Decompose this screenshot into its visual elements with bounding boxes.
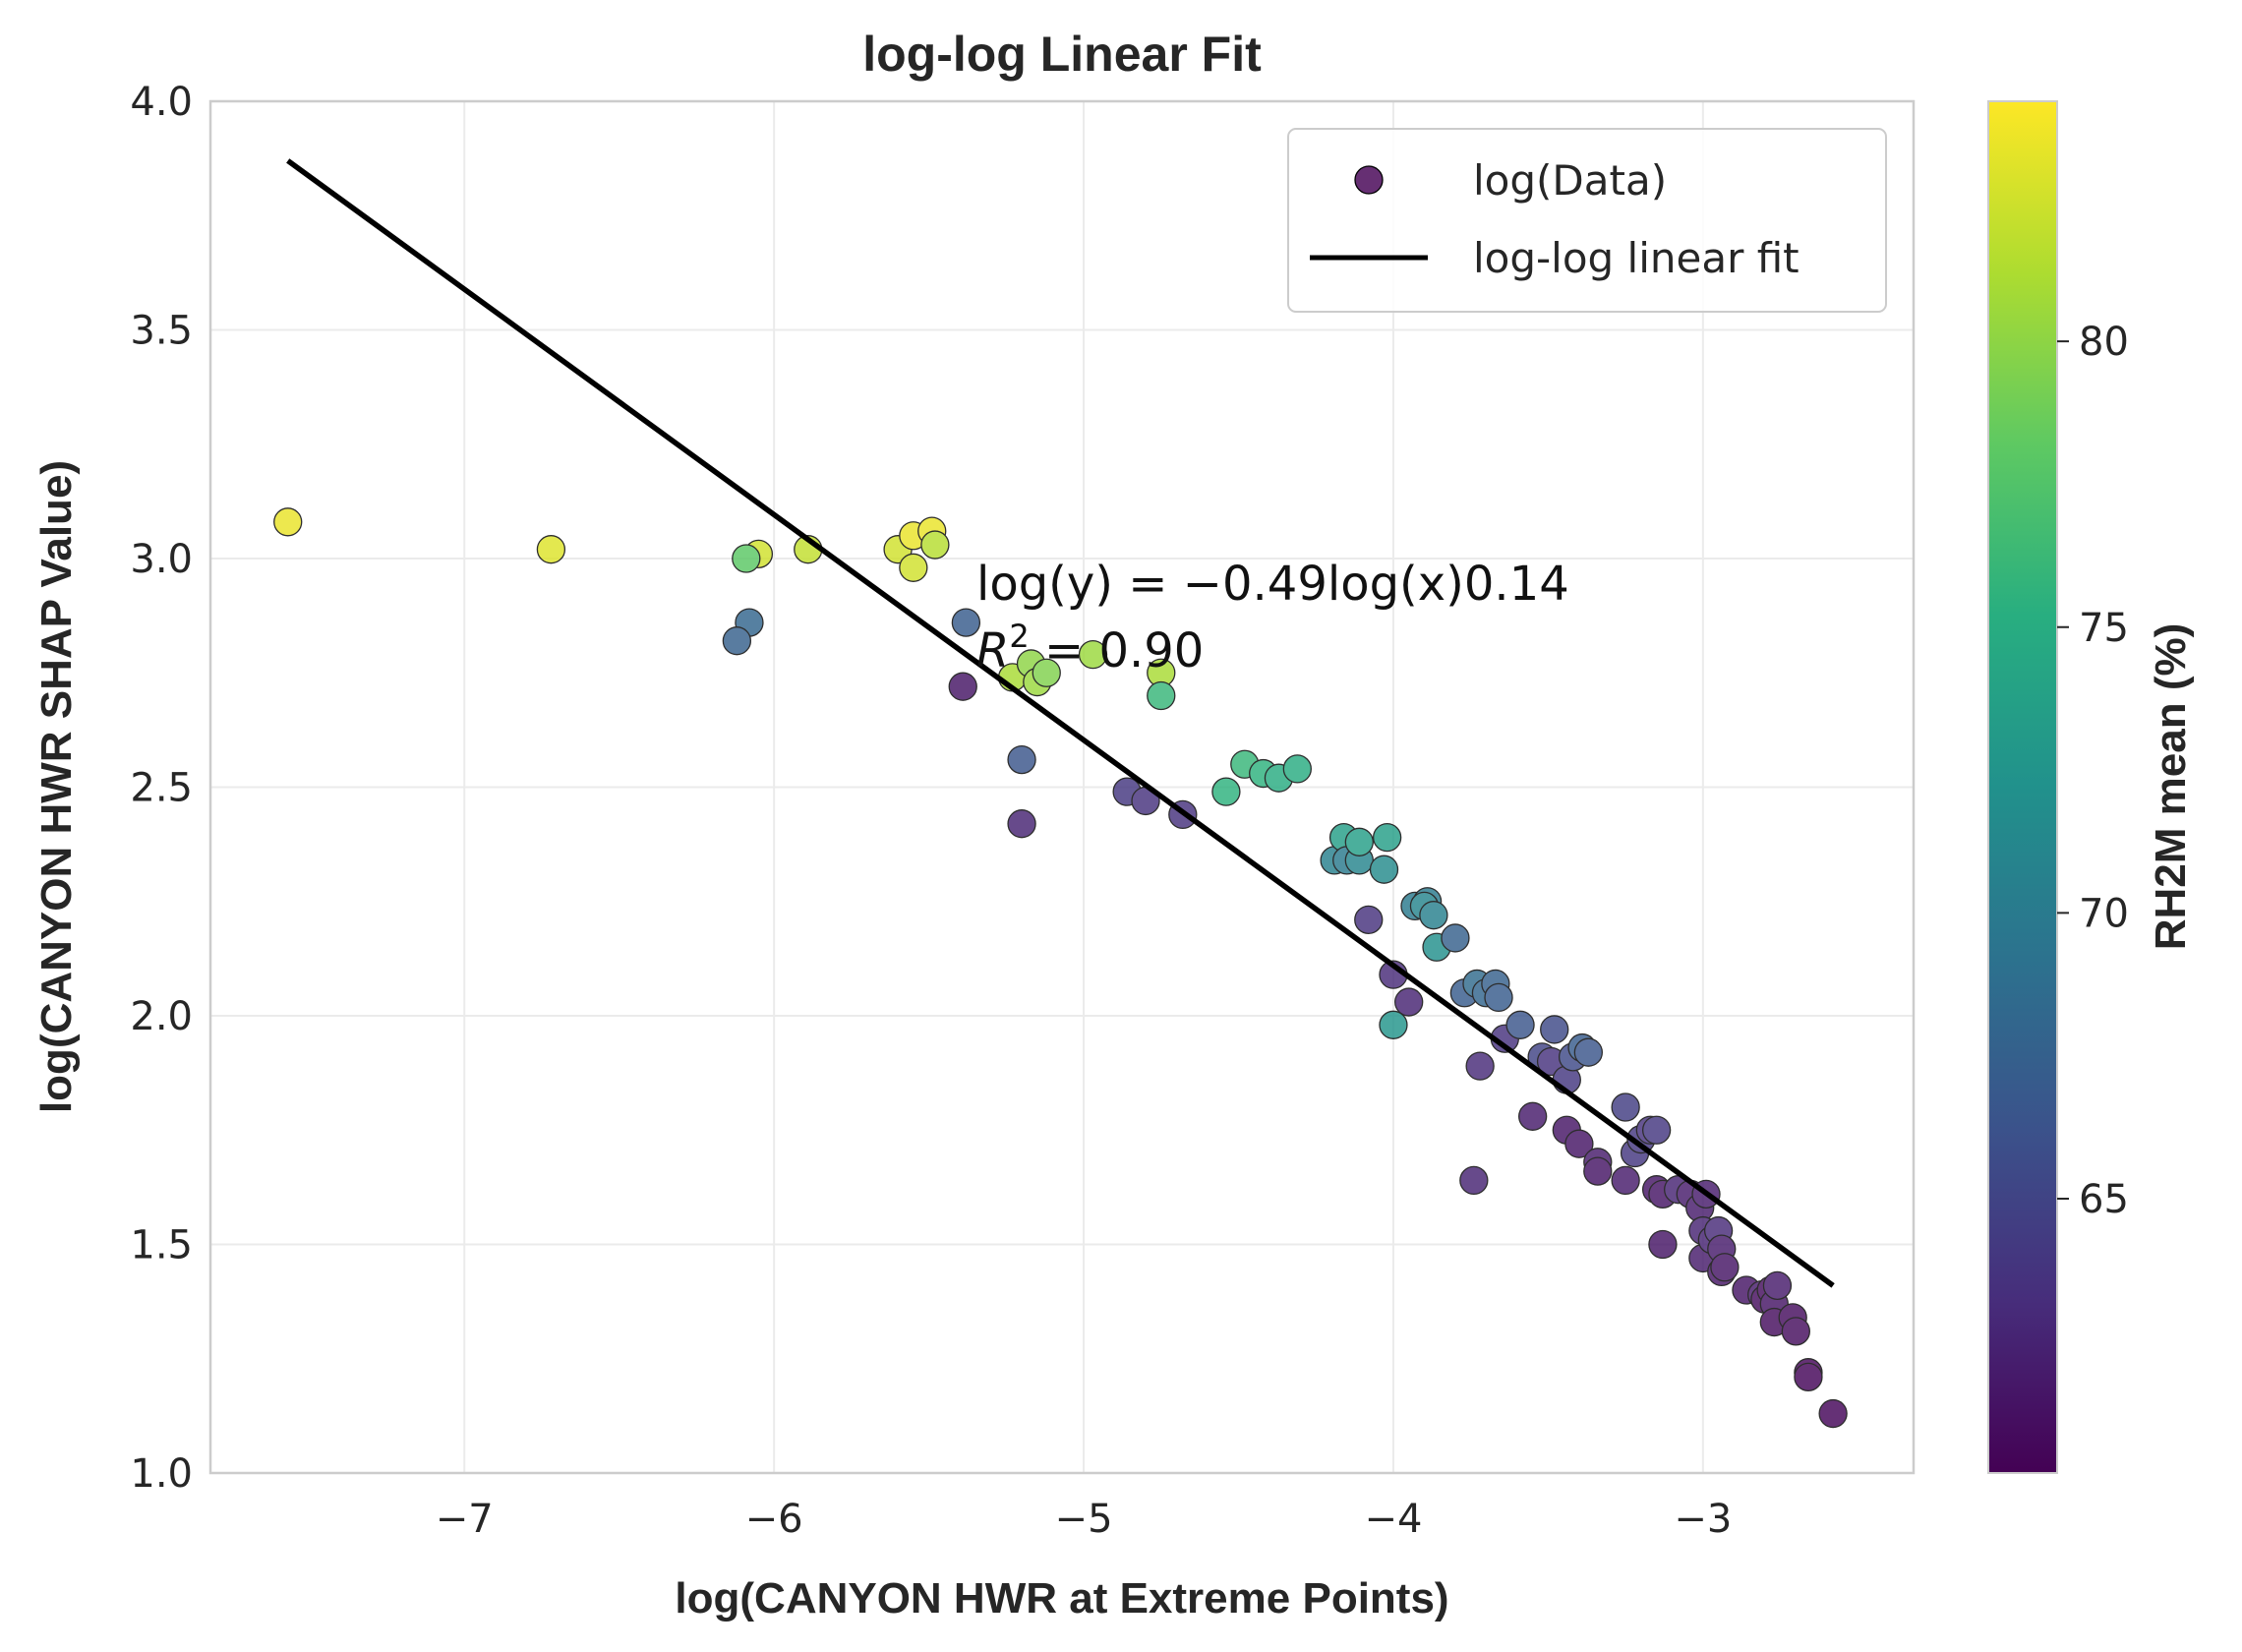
data-point [1441, 923, 1470, 953]
data-point [732, 544, 761, 573]
data-point [951, 608, 981, 637]
fit-annotation: log(y) = −0.49log(x)0.14 R2 = 0.90 [976, 557, 1569, 678]
data-point [899, 553, 928, 582]
r-squared: R2 = 0.90 [976, 618, 1204, 678]
colorbar-tick-label: 80 [2079, 320, 2129, 365]
data-point [920, 530, 950, 560]
plot-frame [208, 99, 1916, 1475]
y-tick-label: 1.0 [130, 1451, 193, 1497]
data-point [1540, 1015, 1569, 1044]
data-point [1373, 823, 1402, 853]
data-point [1611, 1165, 1640, 1196]
r-squared-sup: 2 [1009, 618, 1029, 655]
x-tick-label: −7 [436, 1497, 494, 1542]
data-point [1344, 827, 1374, 856]
data-point [1007, 809, 1036, 839]
data-point [1394, 987, 1424, 1017]
y-tick-label: 2.5 [130, 766, 193, 811]
data-point [1282, 754, 1312, 784]
data-point [1465, 1051, 1495, 1081]
colorbar: 65 70 75 80 RH2M mean (%) [1987, 100, 2195, 1474]
colorbar-tick-label: 65 [2079, 1177, 2129, 1222]
x-tick-label: −3 [1674, 1497, 1732, 1542]
data-point [1710, 1253, 1740, 1282]
data-point [536, 535, 566, 564]
x-tick-label: −4 [1364, 1497, 1422, 1542]
data-point [1518, 1101, 1548, 1131]
data-point [1032, 658, 1061, 687]
r-squared-base: R [976, 623, 1009, 678]
legend-box [1287, 128, 1887, 313]
data-point [1583, 1156, 1613, 1186]
y-axis-label: log(CANYON HWR SHAP Value) [32, 460, 81, 1113]
colorbar-tick-label: 75 [2079, 606, 2129, 651]
data-point [1611, 1092, 1640, 1122]
data-point [1147, 680, 1176, 711]
fit-line-group [286, 158, 1835, 1288]
data-point [273, 507, 303, 537]
data-point [1641, 1115, 1672, 1145]
scatter-points [273, 507, 1848, 1429]
legend: log(Data) log-log linear fit [1287, 128, 1887, 313]
data-point [1354, 905, 1384, 934]
data-point [1781, 1317, 1810, 1346]
data-point [1078, 640, 1108, 670]
y-tick-label: 3.5 [130, 309, 193, 354]
y-tick-label: 3.0 [130, 537, 193, 582]
chart-title: log-log Linear Fit [862, 27, 1262, 82]
data-point [1505, 1010, 1535, 1039]
colorbar-tick-label: 70 [2079, 891, 2129, 936]
data-point [1648, 1229, 1678, 1260]
y-ticks: 1.0 1.5 2.0 2.5 3.0 3.5 4.0 [130, 80, 193, 1497]
data-point [1379, 1010, 1408, 1039]
data-point [1762, 1270, 1793, 1300]
x-tick-label: −5 [1055, 1497, 1113, 1542]
fit-line [286, 158, 1835, 1288]
y-tick-label: 1.5 [130, 1223, 193, 1268]
data-point [1211, 777, 1241, 806]
legend-marker-icon [1354, 165, 1384, 195]
data-point [1459, 1165, 1489, 1196]
r-squared-value: = 0.90 [1030, 623, 1205, 678]
colorbar-ticks: 65 70 75 80 [2057, 320, 2129, 1222]
x-tick-label: −6 [745, 1497, 803, 1542]
x-ticks: −7 −6 −5 −4 −3 [436, 1497, 1733, 1542]
data-point [1007, 744, 1036, 775]
data-point [1794, 1362, 1823, 1391]
data-point [1484, 982, 1513, 1013]
data-point [948, 672, 977, 701]
grid [210, 100, 1914, 1474]
data-point [1818, 1398, 1848, 1429]
legend-label-data: log(Data) [1473, 156, 1667, 205]
colorbar-label: RH2M mean (%) [2147, 623, 2195, 951]
colorbar-gradient [1987, 100, 2058, 1474]
data-point [1573, 1037, 1603, 1067]
data-point [1564, 1129, 1594, 1158]
fit-equation: log(y) = −0.49log(x)0.14 [976, 557, 1569, 612]
data-point [722, 626, 751, 656]
y-tick-label: 4.0 [130, 80, 193, 125]
x-axis-label: log(CANYON HWR at Extreme Points) [675, 1574, 1448, 1622]
data-point [1419, 901, 1448, 930]
legend-label-fit: log-log linear fit [1473, 234, 1800, 282]
y-tick-label: 2.0 [130, 994, 193, 1039]
data-point [1369, 855, 1399, 884]
